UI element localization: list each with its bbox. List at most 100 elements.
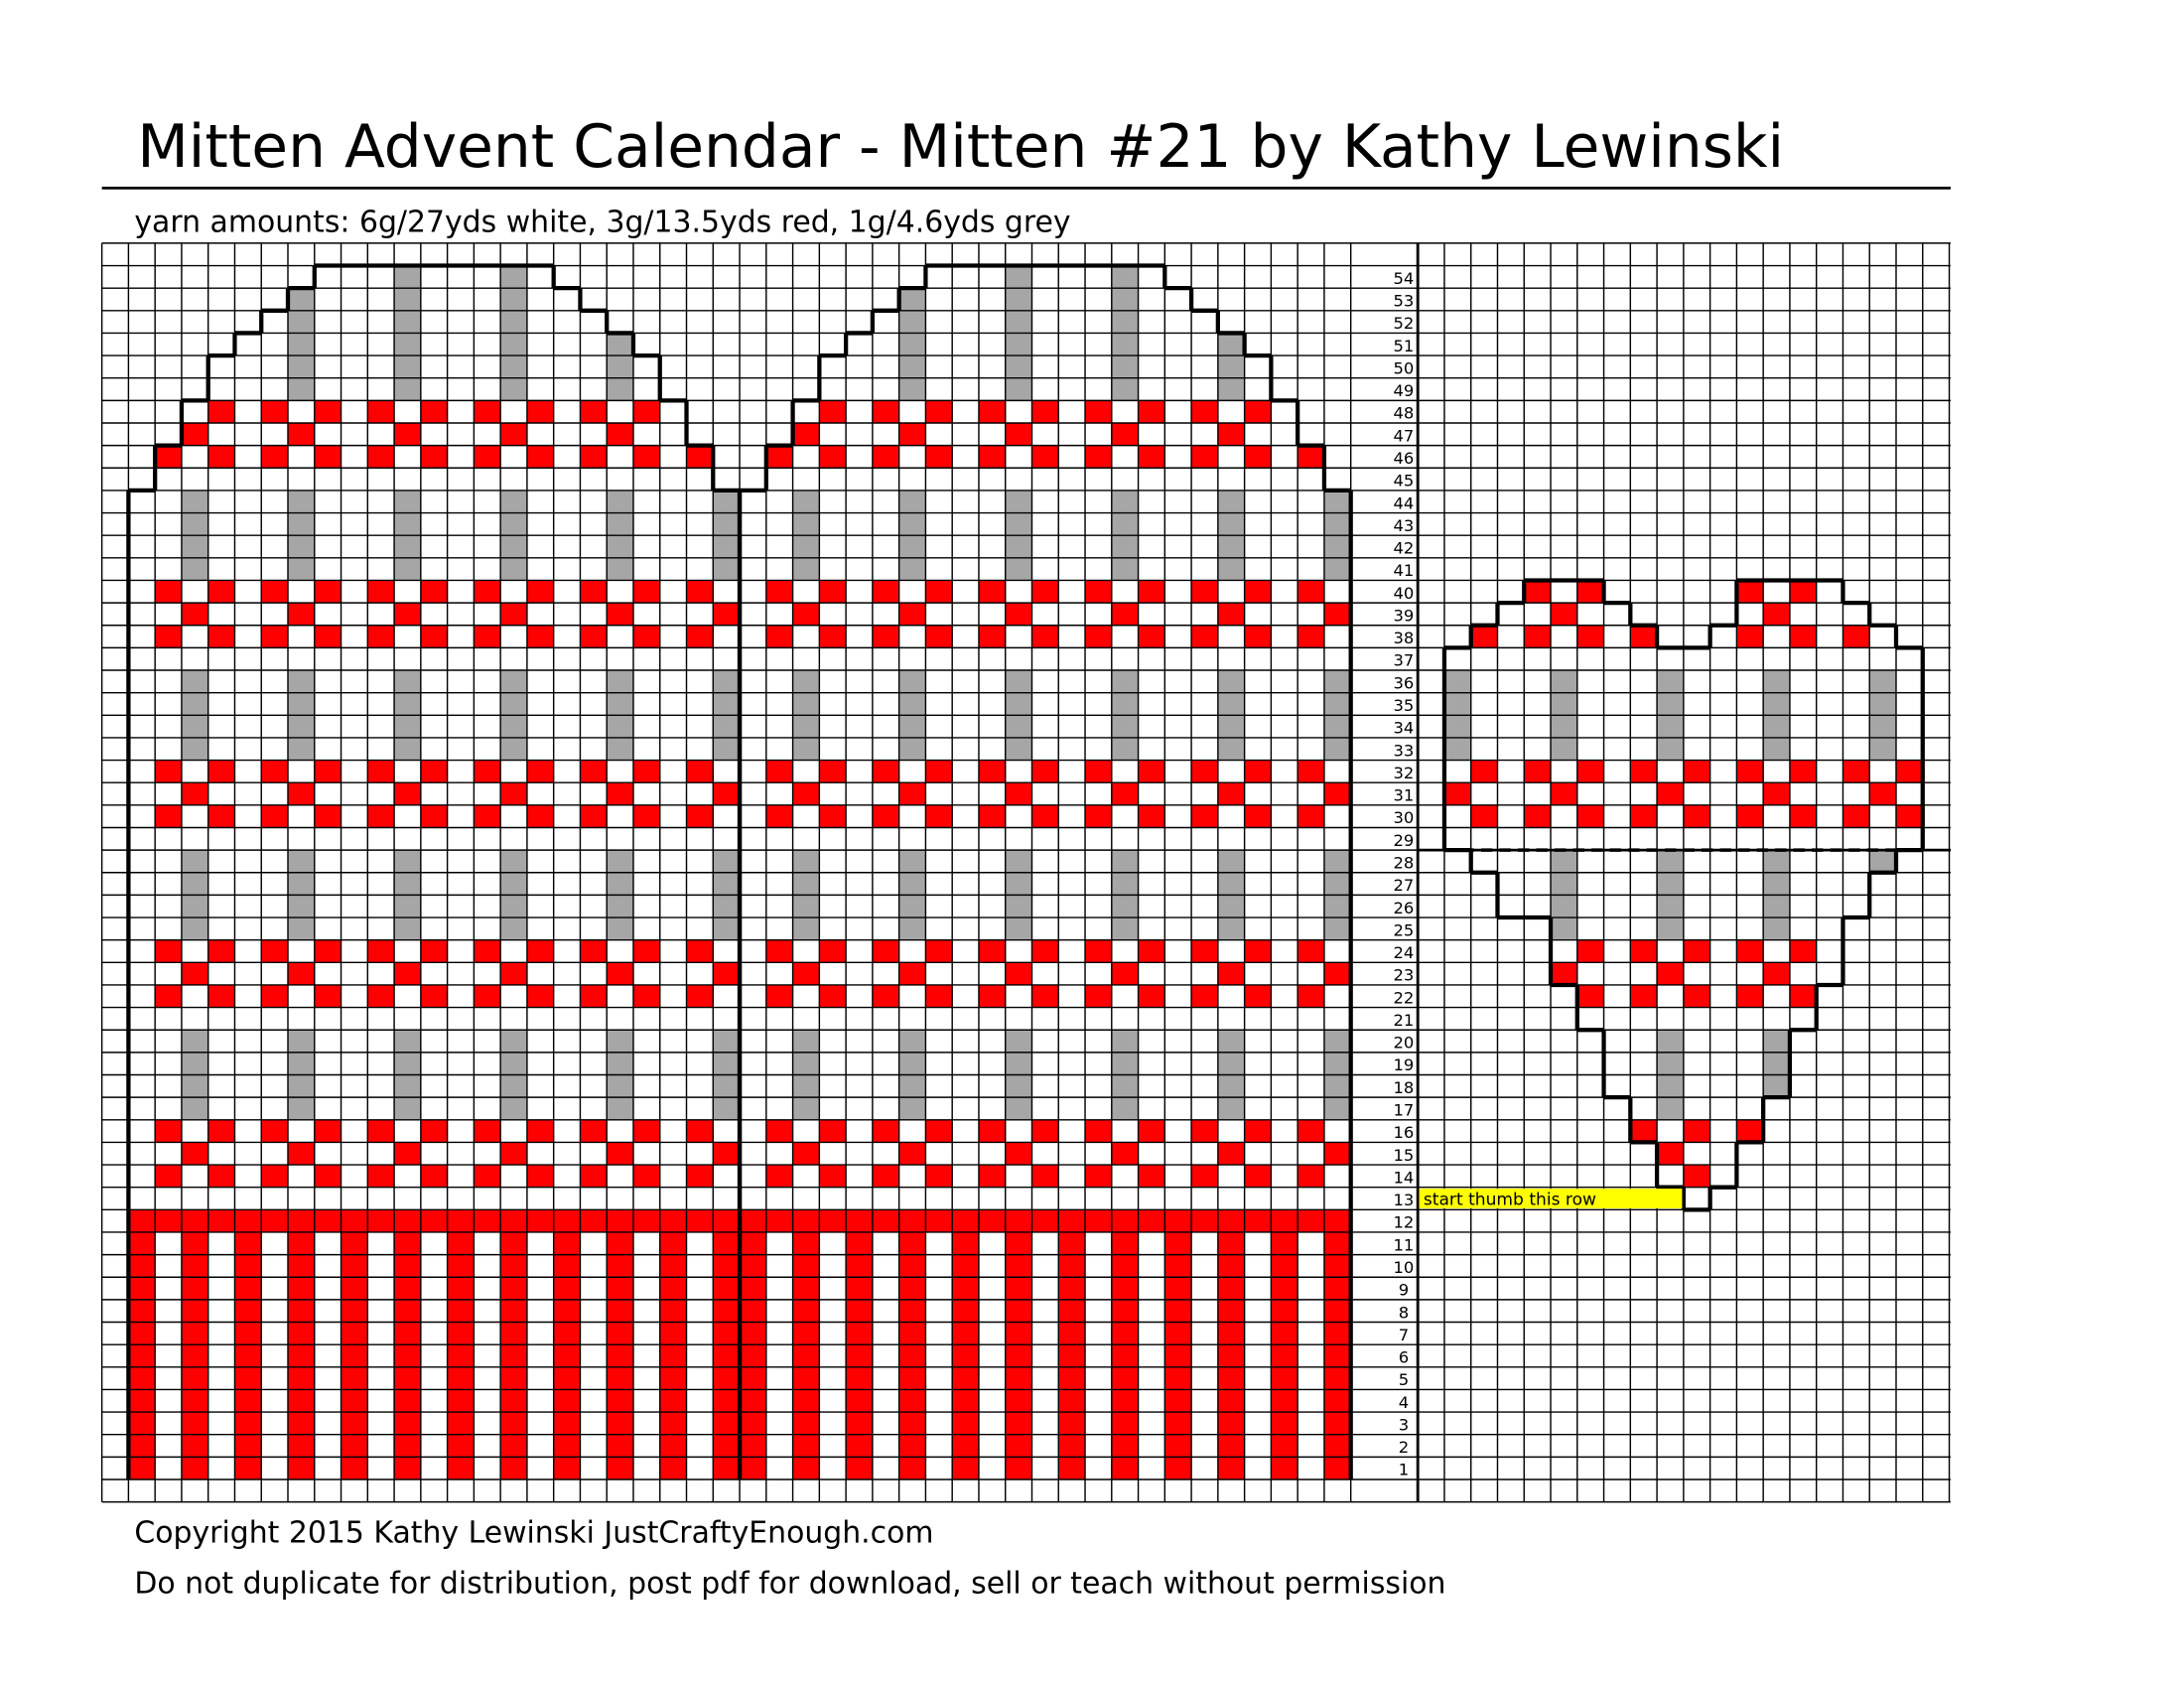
stitch <box>420 804 448 828</box>
row-number: 40 <box>1394 584 1415 603</box>
stitch <box>792 782 820 805</box>
stitch <box>1217 512 1245 536</box>
stitch <box>713 692 741 716</box>
stitch <box>181 422 208 446</box>
stitch <box>607 557 633 581</box>
stitch <box>872 984 899 1008</box>
stitch <box>607 1299 633 1323</box>
stitch <box>420 984 448 1008</box>
row-number: 33 <box>1394 741 1415 760</box>
stitch <box>632 760 660 783</box>
stitch <box>607 1412 633 1435</box>
stitch <box>1630 625 1658 648</box>
stitch <box>474 939 501 963</box>
stitch <box>181 557 208 581</box>
stitch <box>500 670 527 693</box>
stitch <box>128 1389 156 1413</box>
stitch <box>1323 782 1351 805</box>
stitch <box>261 984 289 1008</box>
stitch <box>1085 400 1112 423</box>
stitch <box>367 1165 395 1188</box>
stitch <box>1683 984 1710 1008</box>
stitch <box>1005 512 1032 536</box>
row-number: 53 <box>1394 292 1415 311</box>
stitch <box>1031 1119 1059 1143</box>
stitch <box>341 1254 368 1278</box>
stitch <box>1217 1412 1245 1435</box>
stitch <box>500 1389 527 1413</box>
stitch <box>1111 715 1139 738</box>
stitch <box>155 445 182 469</box>
stitch <box>1657 737 1684 761</box>
stitch <box>1657 1097 1684 1120</box>
stitch <box>713 1097 741 1120</box>
stitch <box>898 422 926 446</box>
stitch <box>1763 1052 1790 1075</box>
stitch <box>580 1119 608 1143</box>
stitch <box>580 939 608 963</box>
stitch <box>1763 917 1790 940</box>
stitch <box>713 603 741 626</box>
stitch <box>1085 625 1112 648</box>
stitch <box>898 1142 926 1166</box>
stitch <box>1657 962 1684 985</box>
stitch <box>1524 804 1552 828</box>
stitch <box>207 625 235 648</box>
stitch <box>1164 1412 1192 1435</box>
stitch <box>207 1209 235 1232</box>
stitch <box>1058 1322 1086 1345</box>
stitch <box>1244 1209 1272 1232</box>
stitch <box>659 1412 687 1435</box>
stitch <box>1191 1165 1218 1188</box>
stitch <box>367 580 395 604</box>
stitch <box>288 1299 315 1323</box>
stitch <box>1630 939 1658 963</box>
stitch <box>394 1412 421 1435</box>
stitch <box>898 557 926 581</box>
stitch <box>819 939 847 963</box>
stitch <box>181 1277 208 1300</box>
stitch <box>898 670 926 693</box>
stitch <box>1164 1344 1192 1367</box>
row-number: 24 <box>1394 943 1415 962</box>
stitch <box>314 984 341 1008</box>
stitch <box>394 1231 421 1255</box>
stitch <box>1323 962 1351 985</box>
stitch <box>500 1412 527 1435</box>
stitch <box>500 1097 527 1120</box>
stitch <box>1843 760 1870 783</box>
stitch <box>1763 715 1790 738</box>
row-number: 10 <box>1394 1258 1415 1277</box>
stitch <box>367 445 395 469</box>
stitch <box>394 422 421 446</box>
stitch <box>1869 850 1896 873</box>
stitch <box>1138 1119 1165 1143</box>
stitch <box>580 760 608 783</box>
stitch <box>1111 872 1139 896</box>
stitch <box>1524 625 1552 648</box>
stitch <box>607 535 633 558</box>
stitch <box>632 1165 660 1188</box>
stitch <box>394 1389 421 1413</box>
stitch <box>1217 1254 1245 1278</box>
stitch <box>394 895 421 918</box>
stitch <box>1217 670 1245 693</box>
stitch <box>765 939 793 963</box>
stitch <box>341 1344 368 1367</box>
stitch <box>1271 1412 1298 1435</box>
stitch <box>1736 939 1764 963</box>
stitch <box>846 1299 873 1323</box>
stitch <box>1271 1277 1298 1300</box>
stitch <box>1551 603 1577 626</box>
stitch <box>1271 1254 1298 1278</box>
stitch <box>526 445 554 469</box>
stitch <box>447 1434 475 1458</box>
stitch <box>1323 737 1351 761</box>
stitch <box>792 917 820 940</box>
stitch <box>819 580 847 604</box>
stitch <box>1058 1299 1086 1323</box>
stitch <box>765 804 793 828</box>
stitch <box>288 737 315 761</box>
stitch <box>394 512 421 536</box>
stitch <box>500 1277 527 1300</box>
